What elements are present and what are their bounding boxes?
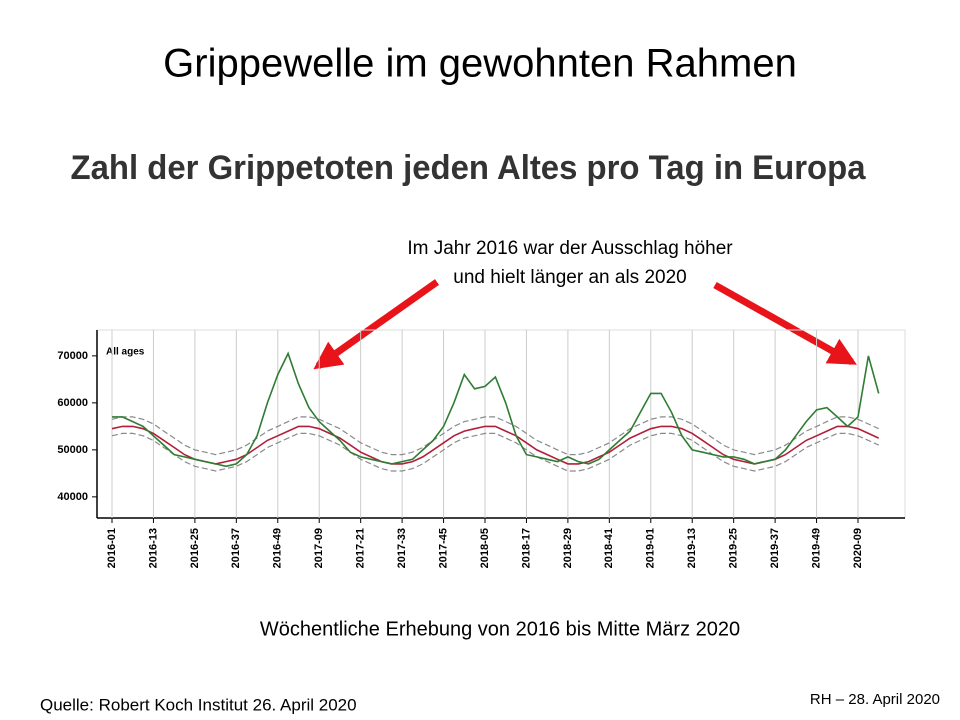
x-tick-label: 2017-09: [313, 528, 325, 568]
x-tick-label: 2019-25: [728, 528, 740, 568]
y-tick-label: 70000: [57, 350, 88, 362]
x-tick-label: 2018-17: [520, 528, 532, 568]
series-line: [112, 351, 880, 468]
series-line: [111, 432, 879, 472]
x-tick-label: 2019-13: [686, 528, 698, 568]
arrow: [313, 279, 440, 370]
x-tick-label: 2018-41: [603, 528, 615, 568]
source: Quelle: Robert Koch Institut 26. April 2…: [40, 695, 357, 714]
series-line: [111, 425, 880, 465]
chart-title: Zahl der Grippetoten jeden Altes pro Tag…: [71, 149, 867, 187]
plot-frame: [96, 329, 906, 519]
annotation: und hielt länger an als 2020: [453, 267, 686, 288]
x-tick-label: 2019-37: [769, 528, 781, 568]
panel-label: All ages: [106, 347, 145, 358]
x-tick-label: 2017-45: [437, 528, 449, 568]
x-tick-label: 2016-13: [147, 528, 159, 568]
x-tick-label: 2016-49: [272, 528, 284, 568]
x-tick-label: 2017-33: [396, 528, 408, 568]
x-axis-title: Wöchentliche Erhebung von 2016 bis Mitte…: [260, 618, 740, 640]
slide-title: Grippewelle im gewohnten Rahmen: [163, 42, 797, 86]
arrow: [713, 281, 857, 366]
y-tick-label: 50000: [57, 444, 88, 456]
annotation: Im Jahr 2016 war der Ausschlag höher: [407, 238, 733, 259]
x-tick-label: 2018-05: [479, 528, 491, 568]
series-line: [111, 416, 879, 456]
x-tick-label: 2020-09: [852, 528, 864, 568]
x-tick-label: 2016-01: [106, 528, 118, 568]
y-tick-label: 60000: [57, 397, 88, 409]
footer: RH – 28. April 2020: [810, 691, 940, 708]
x-tick-label: 2016-37: [230, 528, 242, 568]
x-tick-label: 2016-25: [189, 528, 201, 568]
y-tick-label: 40000: [57, 491, 88, 503]
x-tick-label: 2017-21: [355, 528, 367, 568]
x-tick-label: 2019-49: [810, 528, 822, 568]
x-tick-label: 2018-29: [562, 528, 574, 568]
x-tick-label: 2019-01: [645, 528, 657, 568]
